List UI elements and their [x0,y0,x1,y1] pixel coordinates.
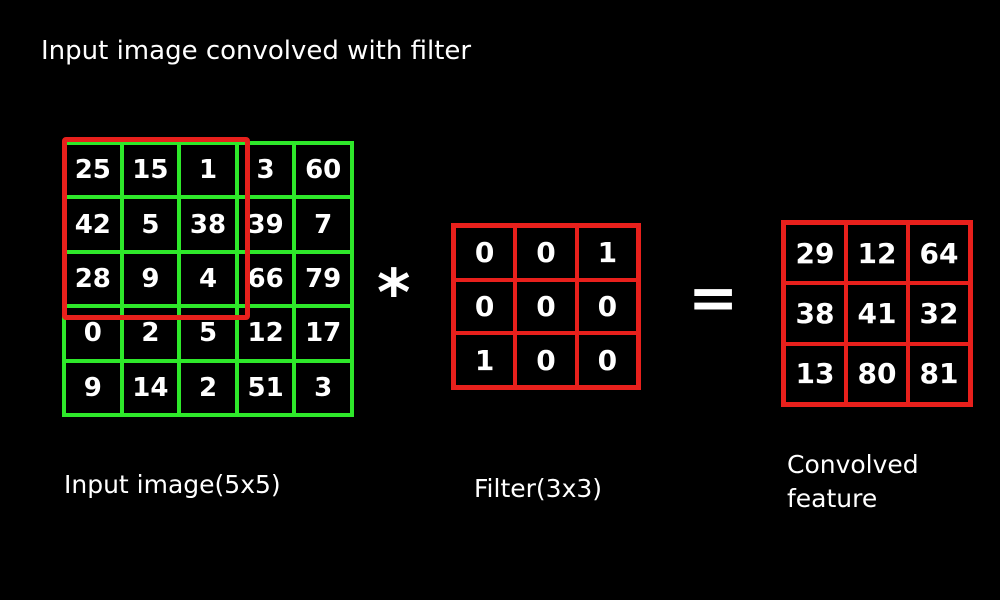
filter-cell: 0 [515,333,577,387]
input-cell: 66 [236,251,295,307]
filter-cell: 0 [515,226,577,280]
input-cell: 3 [294,360,352,415]
input-cell: 38 [179,197,237,252]
input-cell: 60 [294,143,352,198]
output-cell: 41 [846,283,908,344]
input-image-grid: 25 15 1 3 60 42 5 38 39 7 28 9 4 66 79 0… [62,141,354,417]
filter-cell: 0 [576,333,638,387]
input-cell: 79 [294,251,352,307]
input-cell: 2 [179,360,237,415]
input-cell: 4 [179,251,237,307]
filter-caption: Filter(3x3) [474,474,603,503]
input-cell: 1 [179,143,237,198]
input-cell: 51 [236,360,295,415]
filter-cell: 1 [576,226,638,280]
equals-sign: = [688,263,739,333]
input-cell: 17 [294,306,352,361]
input-cell: 0 [64,306,122,361]
input-cell: 2 [121,306,180,361]
convolved-feature-grid: 29 12 64 38 41 32 13 80 81 [781,220,973,407]
filter-cell: 0 [454,226,516,280]
output-cell: 81 [908,343,970,404]
input-cell: 9 [121,251,180,307]
diagram-title: Input image convolved with filter [41,36,472,66]
filter-cell: 0 [454,279,516,334]
convolved-feature-caption: Convolved feature [787,450,919,513]
filter-grid: 0 0 1 0 0 0 1 0 0 [451,223,641,390]
filter-window-highlight [62,137,250,320]
convolution-operator: * [377,257,411,331]
input-cell: 12 [236,306,295,361]
input-cell: 14 [121,360,180,415]
output-cell: 29 [784,223,846,284]
input-cell: 3 [236,143,295,198]
input-image-caption: Input image(5x5) [64,470,281,499]
input-cell: 7 [294,197,352,252]
filter-cell: 1 [454,333,516,387]
input-cell: 15 [121,143,180,198]
input-cell: 5 [121,197,180,252]
output-cell: 64 [908,223,970,284]
filter-cell: 0 [576,279,638,334]
output-cell: 38 [784,283,846,344]
input-cell: 9 [64,360,122,415]
input-cell: 28 [64,251,122,307]
output-cell: 80 [846,343,908,404]
input-cell: 39 [236,197,295,252]
output-cell: 13 [784,343,846,404]
input-cell: 5 [179,306,237,361]
output-cell: 32 [908,283,970,344]
filter-cell: 0 [515,279,577,334]
output-cell: 12 [846,223,908,284]
